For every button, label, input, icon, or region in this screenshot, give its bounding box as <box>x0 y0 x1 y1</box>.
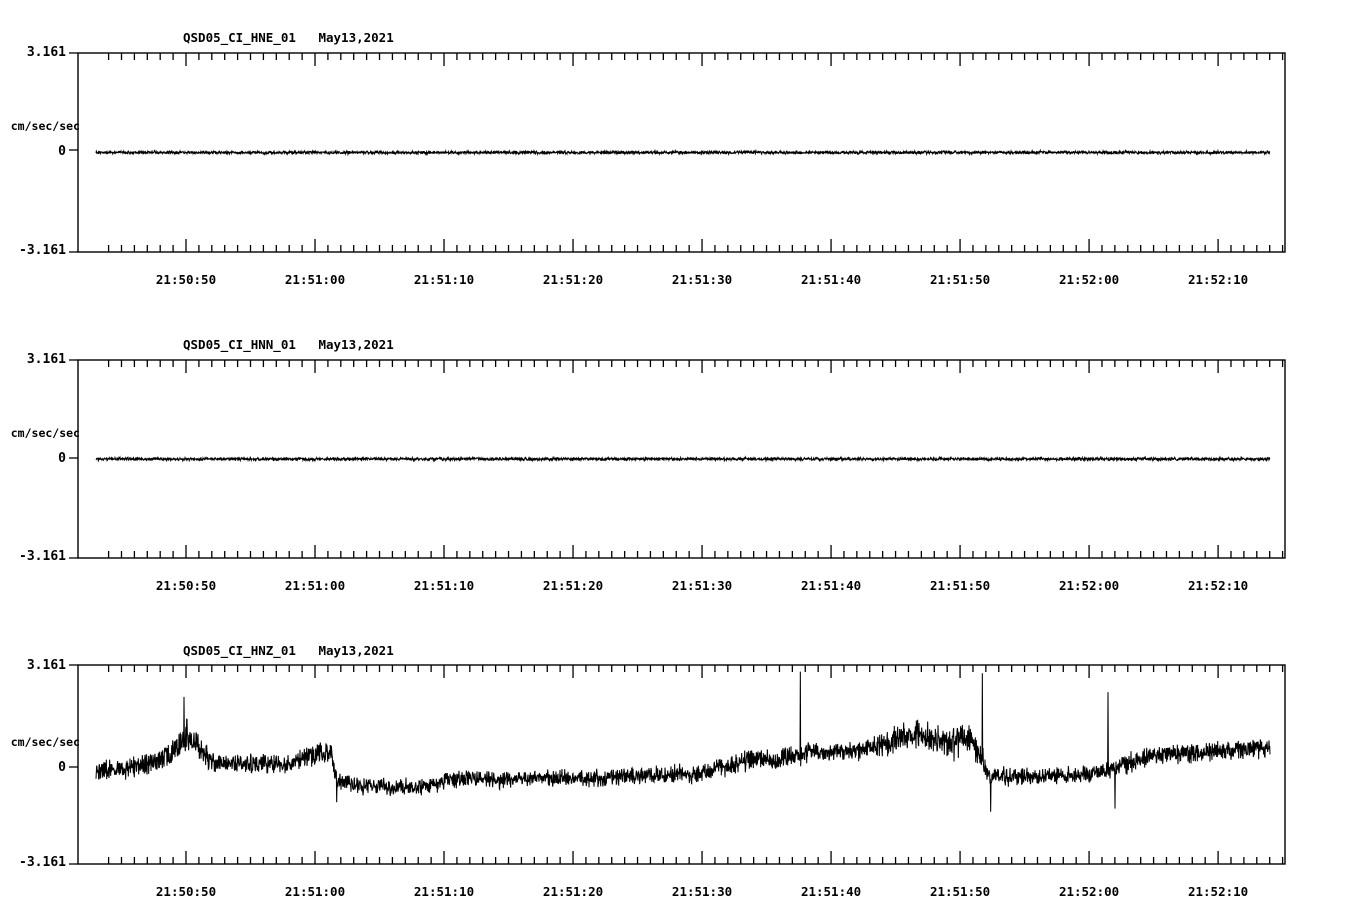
x-axis-tick-label: 21:51:40 <box>800 578 862 593</box>
waveform-trace <box>95 671 1271 812</box>
panel-title-hnn: QSD05_CI_HNN_01 May13,2021 <box>183 337 394 352</box>
x-axis-tick-label: 21:51:00 <box>284 578 346 593</box>
plot-frame <box>77 664 1286 865</box>
x-axis-tick-label: 21:51:30 <box>671 884 733 899</box>
y-axis-zero-label-hne: 0 <box>58 144 66 159</box>
x-axis-tick-label: 21:51:40 <box>800 272 862 287</box>
x-axis-tick-label: 21:51:20 <box>542 884 604 899</box>
x-axis-tick-label: 21:52:00 <box>1058 578 1120 593</box>
x-axis-tick-label: 21:52:00 <box>1058 884 1120 899</box>
plot-area-hnz <box>69 664 1286 865</box>
x-axis-tick-label: 21:52:10 <box>1187 884 1249 899</box>
x-axis-tick-label: 21:51:40 <box>800 884 862 899</box>
x-axis-tick-label: 21:51:20 <box>542 272 604 287</box>
waveform-trace <box>95 148 1271 157</box>
plot-frame <box>77 359 1286 559</box>
y-axis-max-label-hne: 3.161 <box>26 45 66 60</box>
x-axis-tick-label: 21:51:00 <box>284 272 346 287</box>
x-axis-tick-label: 21:52:10 <box>1187 272 1249 287</box>
x-axis-tick-label: 21:50:50 <box>155 884 217 899</box>
plot-area-hnn <box>69 359 1286 559</box>
y-axis-max-label-hnn: 3.161 <box>26 352 66 367</box>
x-axis-tick-label: 21:51:10 <box>413 578 475 593</box>
y-axis-max-label-hnz: 3.161 <box>26 658 66 673</box>
plot-area-hne <box>69 52 1286 253</box>
y-axis-zero-label-hnn: 0 <box>58 451 66 466</box>
panel-title-hne: QSD05_CI_HNE_01 May13,2021 <box>183 30 394 45</box>
x-axis-tick-label: 21:51:30 <box>671 578 733 593</box>
y-axis-min-label-hnn: -3.161 <box>19 549 66 564</box>
x-axis-tick-label: 21:51:50 <box>929 578 991 593</box>
x-axis-tick-label: 21:51:10 <box>413 884 475 899</box>
x-axis-tick-label: 21:52:10 <box>1187 578 1249 593</box>
x-axis-tick-label: 21:51:10 <box>413 272 475 287</box>
x-axis-tick-label: 21:51:20 <box>542 578 604 593</box>
x-axis-tick-label: 21:51:00 <box>284 884 346 899</box>
y-axis-units-label-hnn: cm/sec/sec <box>10 426 80 440</box>
y-axis-min-label-hne: -3.161 <box>19 243 66 258</box>
y-axis-units-label-hnz: cm/sec/sec <box>10 735 80 749</box>
plot-frame <box>77 52 1286 253</box>
x-axis-tick-label: 21:51:30 <box>671 272 733 287</box>
x-axis-tick-label: 21:51:50 <box>929 884 991 899</box>
y-axis-zero-label-hnz: 0 <box>58 760 66 775</box>
y-axis-min-label-hnz: -3.161 <box>19 855 66 870</box>
x-axis-tick-label: 21:51:50 <box>929 272 991 287</box>
x-axis-tick-label: 21:52:00 <box>1058 272 1120 287</box>
waveform-trace <box>95 455 1271 463</box>
y-axis-units-label-hne: cm/sec/sec <box>10 119 80 133</box>
panel-title-hnz: QSD05_CI_HNZ_01 May13,2021 <box>183 643 394 658</box>
x-axis-tick-label: 21:50:50 <box>155 578 217 593</box>
x-axis-tick-label: 21:50:50 <box>155 272 217 287</box>
